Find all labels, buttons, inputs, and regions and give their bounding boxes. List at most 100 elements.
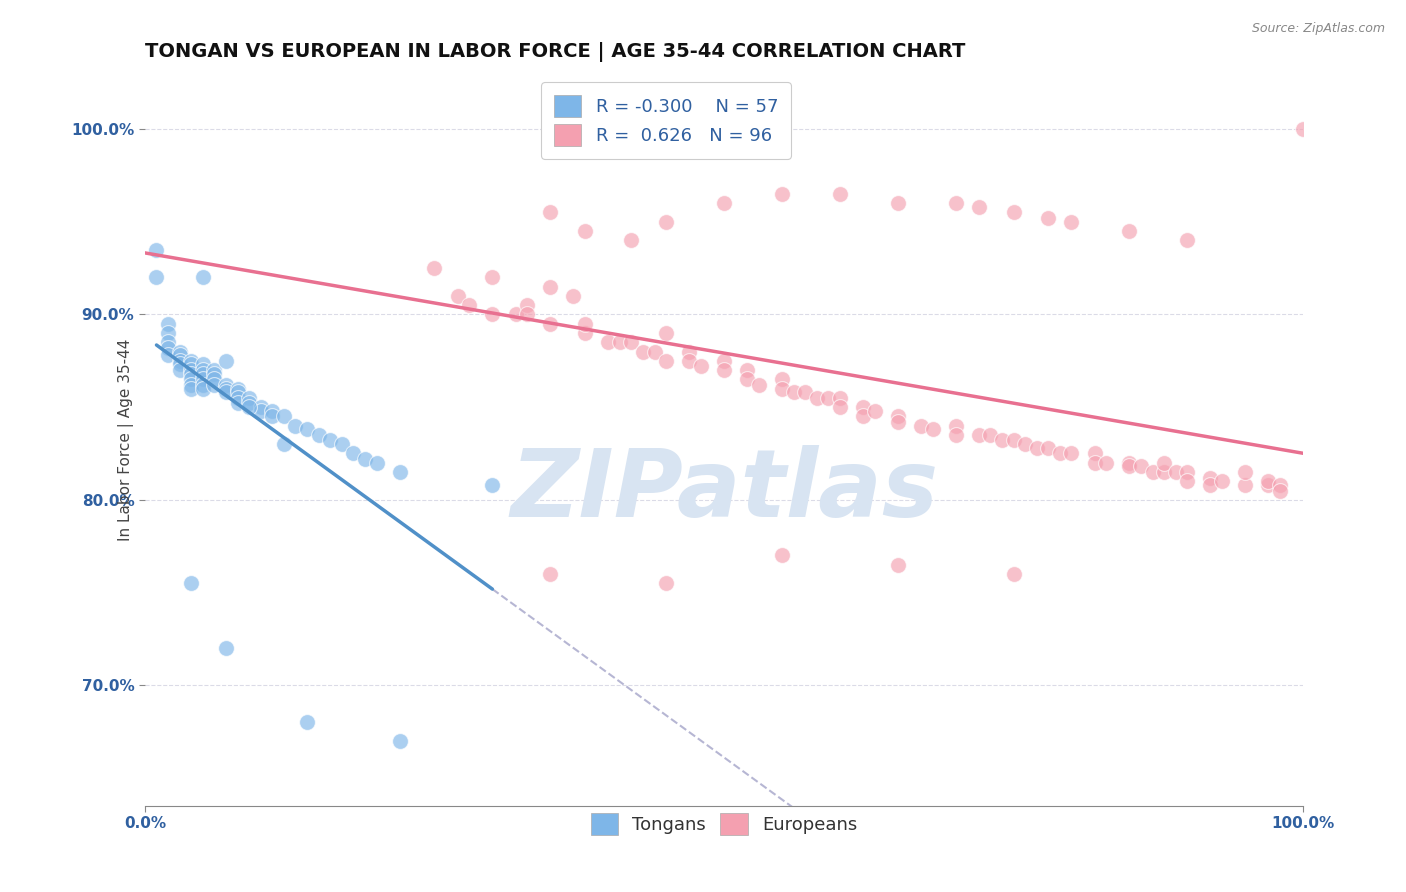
Point [735, 363, 758, 377]
Point [180, 363, 202, 377]
Point [538, 205, 561, 219]
Point [157, 335, 180, 350]
Point [887, 558, 910, 572]
Point [226, 385, 249, 400]
Point [1025, 441, 1047, 455]
Point [516, 307, 538, 321]
Point [481, 307, 503, 321]
Point [1130, 459, 1153, 474]
Point [770, 372, 793, 386]
Point [215, 385, 238, 400]
Point [169, 363, 191, 377]
Point [794, 385, 817, 400]
Point [202, 372, 225, 386]
Point [945, 428, 967, 442]
Point [180, 372, 202, 386]
Point [991, 434, 1014, 448]
Point [1268, 483, 1291, 498]
Point [1084, 446, 1107, 460]
Point [1211, 475, 1233, 489]
Point [180, 382, 202, 396]
Point [1234, 478, 1257, 492]
Point [180, 367, 202, 381]
Point [157, 348, 180, 362]
Point [226, 396, 249, 410]
Point [262, 409, 284, 424]
Text: ZIPatlas: ZIPatlas [510, 445, 938, 537]
Point [1142, 465, 1164, 479]
Text: TONGAN VS EUROPEAN IN LABOR FORCE | AGE 35-44 CORRELATION CHART: TONGAN VS EUROPEAN IN LABOR FORCE | AGE … [145, 42, 966, 62]
Point [191, 377, 214, 392]
Point [215, 353, 238, 368]
Point [388, 465, 411, 479]
Point [689, 359, 711, 374]
Point [342, 446, 364, 460]
Point [538, 279, 561, 293]
Point [284, 418, 307, 433]
Point [644, 344, 666, 359]
Point [967, 200, 990, 214]
Point [481, 478, 503, 492]
Point [562, 289, 585, 303]
Point [249, 404, 271, 418]
Point [806, 391, 828, 405]
Point [713, 353, 735, 368]
Point [620, 233, 643, 247]
Point [1234, 465, 1257, 479]
Point [770, 186, 793, 201]
Point [655, 215, 678, 229]
Point [945, 196, 967, 211]
Point [180, 576, 202, 591]
Point [354, 452, 377, 467]
Point [574, 326, 596, 340]
Point [852, 400, 875, 414]
Legend: Tongans, Europeans: Tongans, Europeans [582, 805, 866, 844]
Point [169, 353, 191, 368]
Point [598, 335, 620, 350]
Point [609, 335, 631, 350]
Point [157, 317, 180, 331]
Point [180, 358, 202, 372]
Point [678, 353, 700, 368]
Point [191, 367, 214, 381]
Point [202, 367, 225, 381]
Point [215, 382, 238, 396]
Point [1175, 465, 1198, 479]
Point [910, 418, 932, 433]
Point [226, 391, 249, 405]
Point [1175, 475, 1198, 489]
Point [191, 358, 214, 372]
Point [169, 344, 191, 359]
Point [828, 400, 851, 414]
Point [1118, 224, 1140, 238]
Point [1049, 446, 1071, 460]
Point [538, 566, 561, 581]
Point [887, 409, 910, 424]
Point [366, 456, 388, 470]
Point [967, 428, 990, 442]
Point [1038, 441, 1060, 455]
Point [828, 186, 851, 201]
Point [145, 243, 167, 257]
Point [655, 326, 678, 340]
Point [1095, 456, 1118, 470]
Point [979, 428, 1001, 442]
Point [574, 224, 596, 238]
Point [748, 377, 770, 392]
Point [238, 400, 260, 414]
Point [273, 409, 295, 424]
Point [180, 377, 202, 392]
Point [308, 428, 330, 442]
Point [1002, 566, 1025, 581]
Point [516, 298, 538, 312]
Point [1014, 437, 1036, 451]
Point [1199, 478, 1222, 492]
Point [782, 385, 804, 400]
Point [620, 335, 643, 350]
Point [828, 391, 851, 405]
Point [191, 270, 214, 285]
Point [330, 437, 353, 451]
Point [169, 358, 191, 372]
Y-axis label: In Labor Force | Age 35-44: In Labor Force | Age 35-44 [118, 338, 134, 541]
Point [273, 437, 295, 451]
